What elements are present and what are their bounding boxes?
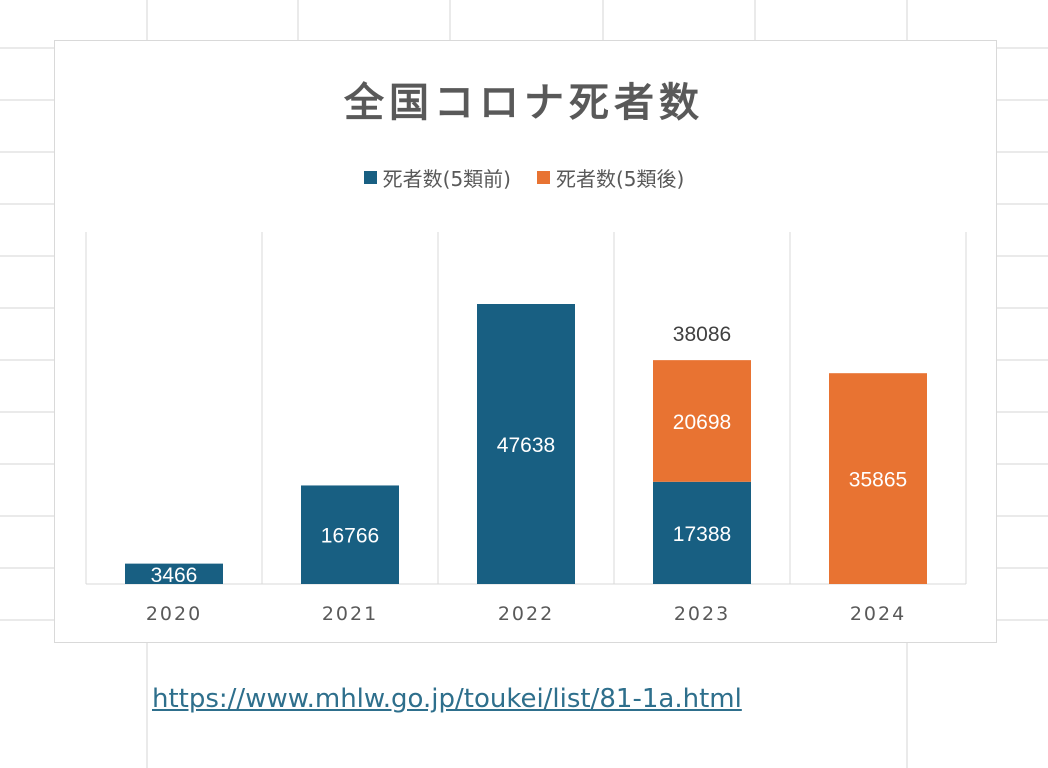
legend-swatch-series-1: [363, 171, 377, 184]
x-tick-label-2023: 2023: [674, 603, 730, 625]
x-tick-label-2020: 2020: [146, 603, 202, 625]
data-label-2021-series-1: 16766: [321, 525, 379, 548]
legend-swatch-series-2: [537, 171, 550, 184]
legend-item-series-2: 死者数(5類後): [537, 163, 684, 192]
data-label-2022-series-1: 47638: [497, 434, 555, 457]
legend-item-series-1: 死者数(5類前): [363, 163, 511, 192]
total-label-2023: 38086: [673, 323, 731, 346]
x-tick-label-2021: 2021: [322, 603, 378, 625]
data-label-2024-series-2: 35865: [849, 469, 907, 492]
bar-2023-series-2: [653, 360, 751, 482]
legend-label-series-2: 死者数(5類後): [556, 167, 685, 191]
legend-label-series-1: 死者数(5類前): [382, 167, 511, 191]
bar-2023-series-1: [653, 481, 751, 584]
x-tick-label-2022: 2022: [498, 603, 554, 625]
chart-legend: 死者数(5類前) 死者数(5類後): [0, 163, 1048, 192]
data-label-2023-series-1: 17388: [673, 523, 731, 546]
data-label-2020-series-1: 3466: [151, 564, 198, 587]
bar-2024-series-2: [829, 373, 927, 584]
bar-2021-series-1: [301, 485, 399, 584]
source-link[interactable]: https://www.mhlw.go.jp/toukei/list/81-1a…: [152, 684, 742, 714]
data-label-2023-series-2: 20698: [673, 411, 731, 434]
chart-title: 全国コロナ死者数: [344, 80, 704, 126]
bar-2020-series-1: [125, 563, 223, 584]
x-tick-label-2024: 2024: [850, 603, 906, 625]
bar-2022-series-1: [477, 304, 575, 584]
